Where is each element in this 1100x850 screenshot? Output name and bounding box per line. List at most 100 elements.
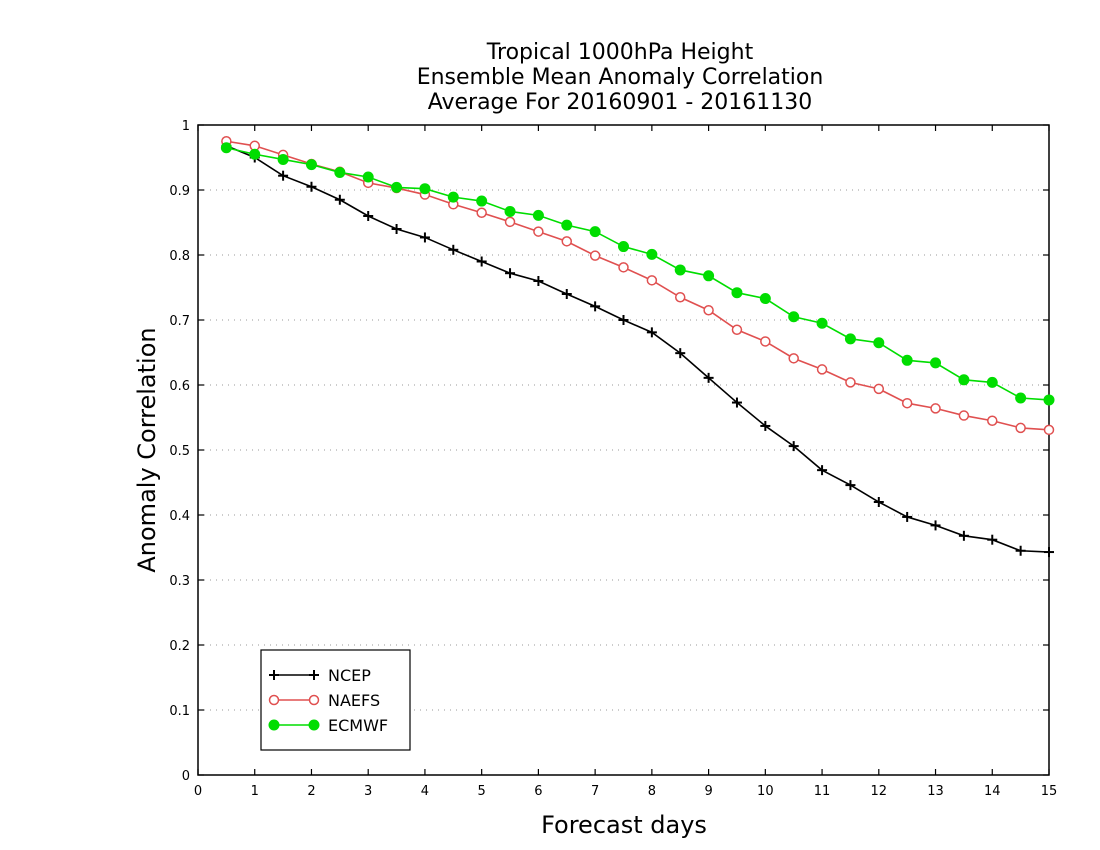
legend-label: ECMWF [328,716,388,735]
data-point-ecmwf [362,171,374,183]
data-point-ecmwf [873,337,885,349]
data-point-ncep [590,301,601,312]
data-point-naefs [504,216,516,228]
y-axis-ticks: 0 0.1 0.2 0.3 0.4 0.5 0.6 0.7 0.8 0.9 1 [169,119,1049,784]
data-point-ncep [334,194,345,205]
x-tick-label: 4 [421,784,429,799]
legend: NCEP NAEFS ECMWF [260,649,411,751]
data-point-naefs [618,262,629,273]
data-point-ncep [505,268,516,279]
y-tick-label: 0.4 [169,509,190,524]
data-point-naefs [958,410,970,421]
x-tick-label: 12 [871,784,888,799]
legend-label: NCEP [328,666,371,685]
y-tick-label: 0.5 [169,444,190,459]
data-point-ecmwf [504,205,516,217]
data-point-ncep [618,315,629,325]
legend-marker [308,719,320,731]
data-point-ncep [476,256,487,267]
x-tick-label: 2 [307,784,315,799]
data-point-ecmwf [419,183,431,195]
y-tick-label: 0 [182,769,190,784]
legend-marker [308,694,320,706]
legend-marker [268,719,280,731]
x-tick-label: 5 [478,784,486,799]
data-point-ncep [1044,547,1054,558]
data-point-ecmwf [334,166,346,178]
x-tick-label: 10 [757,784,774,799]
legend-item-ncep: NCEP [269,666,371,685]
chart-title: Tropical 1000hPa Height Ensemble Mean An… [417,40,824,115]
data-point-naefs [646,275,658,286]
legend-item-naefs: NAEFS [268,691,380,710]
y-tick-label: 0.2 [169,639,190,654]
data-point-ecmwf [277,153,289,165]
data-point-naefs [533,226,544,237]
data-point-ncep [845,480,856,491]
x-tick-label: 7 [591,784,599,799]
data-point-ecmwf [901,354,913,366]
data-point-naefs [930,403,941,414]
y-tick-label: 0.1 [169,704,190,719]
data-point-ecmwf [618,241,629,253]
series-line-naefs [226,140,1050,431]
data-point-ncep [817,465,828,476]
data-point-ncep [873,497,884,507]
data-point-ncep [902,511,913,522]
series-naefs [221,136,1055,436]
data-point-ncep [930,520,941,531]
data-point-ncep [448,244,459,255]
x-tick-label: 9 [704,784,712,799]
data-point-ncep [958,530,969,541]
data-point-ecmwf [1015,392,1027,404]
data-point-naefs [589,250,601,261]
data-point-naefs [845,377,856,388]
data-point-ncep [278,170,289,181]
data-point-ecmwf [589,226,601,238]
x-tick-label: 11 [814,784,831,799]
y-tick-label: 0.8 [169,249,190,264]
x-tick-label: 13 [927,784,944,799]
data-point-ecmwf [391,181,403,193]
data-point-naefs [1015,422,1026,434]
title-line-2: Ensemble Mean Anomaly Correlation [417,65,824,90]
data-point-ecmwf [816,317,828,329]
data-point-ncep [675,348,686,359]
data-point-naefs [561,236,573,247]
data-point-ncep [419,232,430,243]
data-point-ecmwf [220,142,232,154]
legend-marker [268,694,280,706]
data-point-ncep [987,534,998,545]
y-tick-label: 1 [182,119,190,134]
x-axis-label: Forecast days [541,811,707,839]
series-ecmwf [220,142,1055,406]
title-line-1: Tropical 1000hPa Height [486,40,754,65]
data-point-ncep [306,181,317,192]
data-point-ncep [561,289,572,299]
data-point-ecmwf [759,293,771,305]
data-point-ncep [533,276,544,286]
x-tick-label: 1 [251,784,259,799]
data-point-ncep [391,224,402,234]
legend-marker [269,670,279,680]
series-line-ncep [226,145,1050,553]
series-ncep [221,140,1054,558]
legend-label: NAEFS [328,691,380,710]
y-tick-label: 0.3 [169,574,190,589]
data-point-ecmwf [561,219,573,231]
data-point-ecmwf [646,248,658,260]
data-point-ncep [731,397,742,408]
data-point-ecmwf [731,287,743,299]
data-point-naefs [703,305,714,316]
data-point-naefs [873,383,885,395]
data-point-ecmwf [476,195,488,207]
x-tick-label: 15 [1041,784,1058,799]
x-tick-label: 3 [364,784,372,799]
data-point-naefs [674,292,686,303]
data-point-naefs [901,397,913,409]
x-tick-label: 6 [534,784,542,799]
data-point-naefs [1043,424,1055,436]
data-point-ecmwf [703,270,715,282]
data-point-ncep [363,211,374,221]
data-point-ecmwf [1043,394,1055,406]
